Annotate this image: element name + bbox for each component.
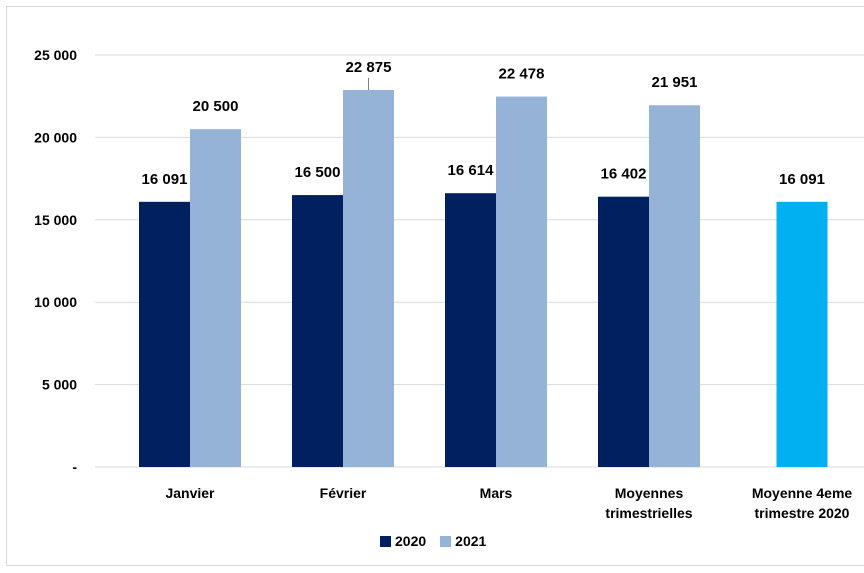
data-label: 16 091 [779,171,825,188]
y-tick-label: - [72,459,77,475]
bar-2020 [292,195,343,467]
data-label: 22 875 [346,59,392,76]
data-label: 20 500 [193,98,239,115]
y-tick-label: 25 000 [34,47,77,63]
x-tick-label: trimestre 2020 [755,505,850,521]
legend-swatch-2020 [380,535,391,547]
data-label: 22 478 [499,66,545,83]
y-tick-label: 10 000 [34,294,77,310]
y-tick-label: 15 000 [34,212,77,228]
legend-label-2021: 2021 [455,533,487,549]
bar-2020 [445,193,496,467]
bar-2021 [496,96,547,467]
bar-2021 [343,90,394,468]
legend-swatch-2021 [440,535,452,547]
data-label: 16 500 [295,164,341,181]
x-tick-label: Moyennes [615,485,684,501]
legend: 2020 2021 [380,533,486,549]
bar-2021 [649,105,700,467]
bar-highlight [776,201,828,467]
data-label: 16 091 [142,171,188,188]
bar-2020 [598,196,649,467]
chart-frame [6,6,864,566]
x-tick-label: trimestrielles [605,505,692,521]
x-tick-label: Mars [480,485,513,501]
bar-2020 [139,201,190,467]
data-label: 16 402 [601,166,647,183]
data-label: 21 951 [652,74,698,91]
data-label: 16 614 [448,162,495,179]
x-tick-label: Moyenne 4eme [752,485,853,501]
legend-item-2021: 2021 [440,533,486,549]
legend-item-2020: 2020 [380,533,426,549]
y-tick-label: 20 000 [34,129,77,145]
x-tick-label: Février [320,485,367,501]
legend-label-2020: 2020 [395,533,427,549]
y-tick-label: 5 000 [42,377,77,393]
bar-2021 [190,129,241,467]
x-tick-label: Janvier [165,485,215,501]
